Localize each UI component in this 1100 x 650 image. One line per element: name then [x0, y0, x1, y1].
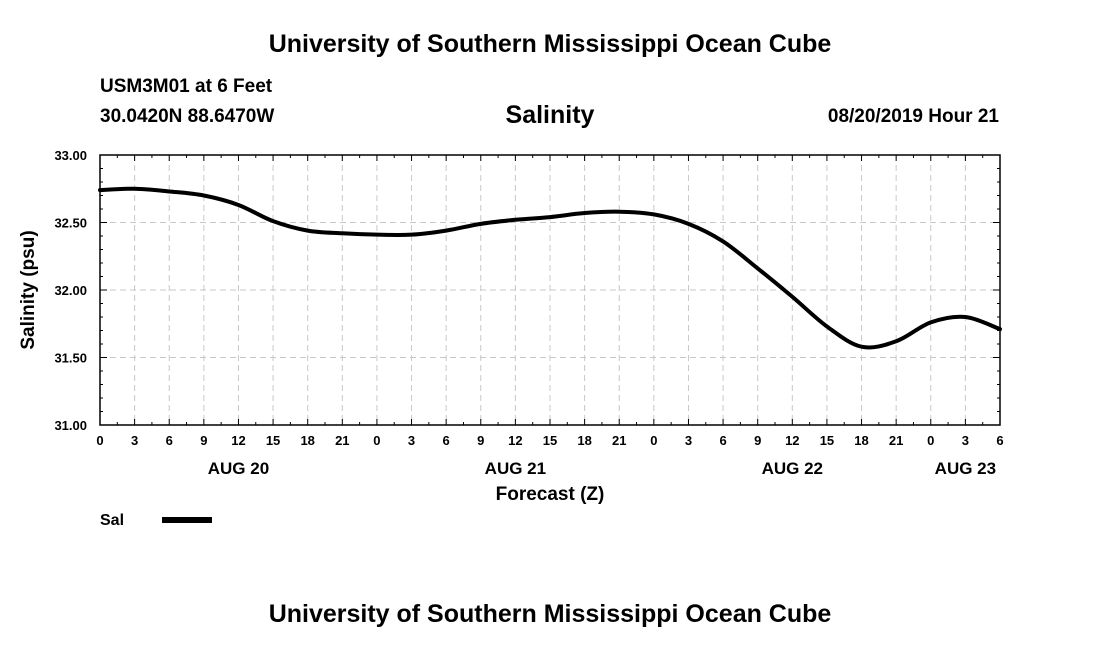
- x-tick-label: 15: [543, 433, 557, 448]
- x-tick-label: 3: [962, 433, 969, 448]
- x-tick-label: 9: [754, 433, 761, 448]
- date-label: AUG 22: [762, 459, 823, 478]
- y-tick-label: 32.00: [54, 283, 87, 298]
- y-tick-label: 31.50: [54, 351, 87, 366]
- x-tick-label: 6: [719, 433, 726, 448]
- x-axis-title: Forecast (Z): [496, 484, 605, 505]
- x-tick-label: 0: [373, 433, 380, 448]
- y-tick-labels: 31.00 31.50 32.00 32.50 33.00: [54, 148, 87, 433]
- y-axis-title: Salinity (psu): [18, 230, 39, 349]
- x-tick-label: 15: [266, 433, 280, 448]
- x-tick-label: 12: [508, 433, 522, 448]
- date-label: AUG 21: [485, 459, 546, 478]
- x-tick-label: 3: [408, 433, 415, 448]
- coordinates-label: 30.0420N 88.6470W: [100, 106, 275, 127]
- y-tick-label: 32.50: [54, 216, 87, 231]
- x-tick-label: 0: [927, 433, 934, 448]
- x-tick-label: 18: [577, 433, 591, 448]
- x-tick-label: 6: [443, 433, 450, 448]
- x-tick-label: 6: [166, 433, 173, 448]
- legend-label-sal: Sal: [100, 512, 124, 529]
- x-tick-label: 12: [785, 433, 799, 448]
- chart-title: Salinity: [505, 101, 595, 129]
- x-tick-label: 0: [650, 433, 657, 448]
- x-tick-label: 9: [477, 433, 484, 448]
- x-tick-label: 21: [612, 433, 626, 448]
- x-tick-label: 9: [200, 433, 207, 448]
- x-tick-label: 3: [131, 433, 138, 448]
- y-tick-label: 31.00: [54, 418, 87, 433]
- x-tick-label: 21: [335, 433, 349, 448]
- x-tick-label: 18: [854, 433, 868, 448]
- station-label: USM3M01 at 6 Feet: [100, 76, 273, 97]
- y-tick-label: 33.00: [54, 148, 87, 163]
- x-tick-label: 21: [889, 433, 903, 448]
- date-label: AUG 23: [935, 459, 996, 478]
- series-line-sal: [98, 186, 1002, 350]
- x-tick-label: 18: [300, 433, 314, 448]
- x-tick-label: 3: [685, 433, 692, 448]
- x-tick-label: 0: [96, 433, 103, 448]
- date-label: AUG 20: [208, 459, 269, 478]
- grid-lines: [100, 155, 1000, 425]
- footer-title: University of Southern Mississippi Ocean…: [268, 600, 832, 628]
- date-labels: AUG 20 AUG 21 AUG 22 AUG 23: [208, 459, 996, 478]
- x-tick-label: 6: [996, 433, 1003, 448]
- x-tick-label: 15: [820, 433, 834, 448]
- x-tick-label: 12: [231, 433, 245, 448]
- page-title: University of Southern Mississippi Ocean…: [268, 30, 832, 58]
- legend: Sal: [100, 512, 212, 529]
- x-tick-labels: 0 3 6 9 12 15 18 21 0 3 6 9 12 15 18 21 0 3 6 9 12 15 18 21 0 3 6: [96, 433, 1003, 448]
- axis-ticks: [99, 154, 1001, 426]
- run-time-label: 08/20/2019 Hour 21: [827, 106, 999, 127]
